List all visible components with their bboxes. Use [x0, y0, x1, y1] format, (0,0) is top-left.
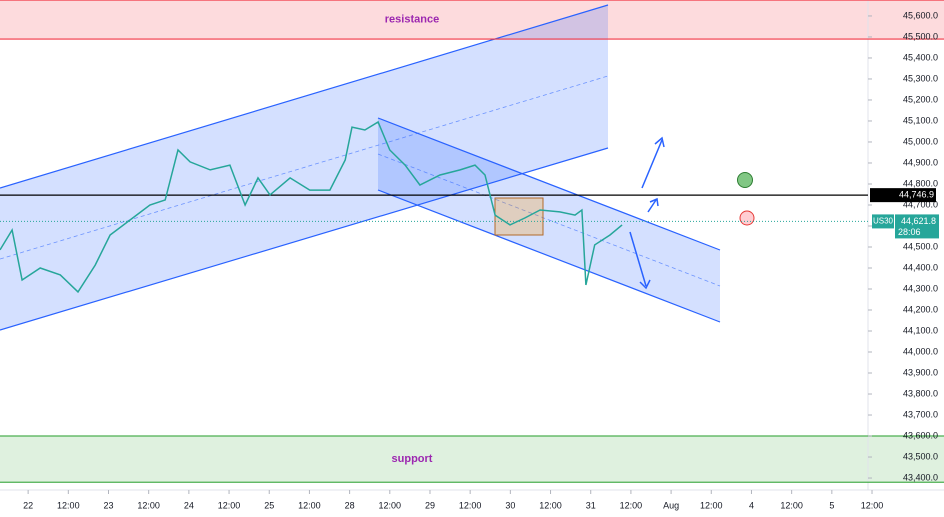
symbol-label: US30 — [873, 217, 894, 226]
y-tick-label: 45,200.0 — [903, 94, 938, 104]
channel-line — [0, 147, 609, 331]
zone-label: resistance — [385, 13, 439, 25]
y-tick-label: 45,500.0 — [903, 31, 938, 41]
y-tick-label: 43,600.0 — [903, 430, 938, 440]
x-tick-label: 12:00 — [459, 500, 482, 510]
x-tick-label: 12:00 — [57, 500, 80, 510]
zone-label: support — [392, 453, 433, 465]
y-tick-label: 45,400.0 — [903, 52, 938, 62]
x-tick-label: 30 — [505, 500, 515, 510]
y-tick-label: 45,600.0 — [903, 10, 938, 20]
price-line — [0, 120, 623, 294]
arrows — [629, 136, 665, 290]
x-tick-label: 31 — [586, 500, 596, 510]
x-tick-label: 23 — [103, 500, 113, 510]
y-tick-label: 43,800.0 — [903, 388, 938, 398]
last-label: 44,621.8 — [901, 216, 936, 226]
y-tick-label: 44,300.0 — [903, 283, 938, 293]
x-tick-label: 28 — [345, 500, 355, 510]
x-tick-label: 4 — [749, 500, 754, 510]
x-tick-label: 12:00 — [218, 500, 241, 510]
x-tick-label: 12:00 — [379, 500, 402, 510]
level-label: 44,746.9 — [899, 190, 934, 200]
red-marker — [739, 210, 755, 226]
x-tick-label: 12:00 — [137, 500, 160, 510]
green-marker — [737, 172, 753, 188]
y-tick-label: 45,100.0 — [903, 115, 938, 125]
x-tick-label: 22 — [23, 500, 33, 510]
x-tick-label: Aug — [663, 500, 679, 510]
x-tick-label: 24 — [184, 500, 194, 510]
y-tick-label: 44,800.0 — [903, 178, 938, 188]
channel-line — [377, 117, 721, 251]
y-tick-label: 43,900.0 — [903, 367, 938, 377]
x-tick-label: 12:00 — [620, 500, 643, 510]
y-tick-label: 43,700.0 — [903, 409, 938, 419]
y-tick-label: 44,700.0 — [903, 199, 938, 209]
channel-line — [377, 189, 721, 323]
x-tick-label: 12:00 — [780, 500, 803, 510]
y-tick-label: 43,400.0 — [903, 472, 938, 482]
range-box — [494, 197, 544, 236]
x-tick-label: 12:00 — [298, 500, 321, 510]
zone — [0, 436, 944, 483]
x-tick-label: 29 — [425, 500, 435, 510]
channel-mid — [377, 153, 721, 287]
countdown: 28:06 — [898, 227, 921, 237]
channel-line — [0, 4, 609, 189]
x-tick-label: 12:00 — [539, 500, 562, 510]
last-badge — [895, 214, 939, 239]
symbol-badge — [872, 214, 894, 229]
channel-mid — [0, 75, 609, 260]
y-tick-label: 44,000.0 — [903, 346, 938, 356]
y-tick-label: 44,500.0 — [903, 241, 938, 251]
y-tick-label: 45,000.0 — [903, 136, 938, 146]
y-tick-label: 44,100.0 — [903, 325, 938, 335]
y-tick-label: 44,900.0 — [903, 157, 938, 167]
y-tick-label: 44,200.0 — [903, 304, 938, 314]
level-badge — [870, 188, 936, 203]
x-tick-label: 5 — [829, 500, 834, 510]
x-tick-label: 12:00 — [861, 500, 884, 510]
y-tick-label: 45,300.0 — [903, 73, 938, 83]
y-tick-label: 44,400.0 — [903, 262, 938, 272]
zone — [0, 0, 944, 40]
x-tick-label: 12:00 — [700, 500, 723, 510]
y-tick-label: 43,500.0 — [903, 451, 938, 461]
x-tick-label: 25 — [264, 500, 274, 510]
